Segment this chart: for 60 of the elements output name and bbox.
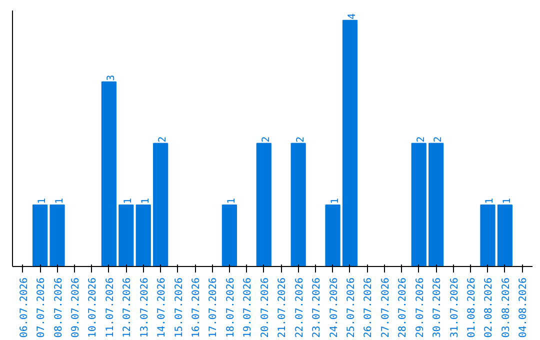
data-label: 1 [37,198,48,204]
data-label: 3 [106,74,117,81]
x-tick-label: 25.07.2026 [346,277,357,338]
data-label: 2 [416,136,427,142]
x-tick-label: 26.07.2026 [363,277,374,338]
data-label: 1 [140,198,152,204]
x-tick-label: 14.07.2026 [156,277,168,338]
bar [256,142,272,266]
bar [480,204,496,266]
data-label: 2 [260,136,272,142]
x-tick-label: 02.08.2026 [484,277,495,338]
x-tick-label: 20.07.2026 [260,277,271,338]
x-tick-label: 01.08.2026 [466,277,478,338]
x-tick-label: 28.07.2026 [398,277,409,338]
bar [118,204,134,266]
x-tick-label: 21.07.2026 [277,277,288,338]
x-tick-label: 22.07.2026 [294,277,306,338]
data-label: 1 [330,198,341,204]
bar [153,142,168,266]
x-tick-label: 23.07.2026 [312,277,323,338]
x-tick-label: 12.07.2026 [122,277,134,338]
x-tick-label: 29.07.2026 [414,277,426,338]
bar [222,204,238,266]
data-label: 4 [346,13,358,20]
x-tick-label: 24.07.2026 [328,277,340,338]
x-tick-label: 18.07.2026 [225,277,236,338]
x-tick-label: 30.07.2026 [432,277,444,338]
x-tick-label: 04.08.2026 [518,277,530,338]
x-tick-label: 07.07.2026 [36,277,48,338]
x-tick-label: 03.08.2026 [500,277,512,338]
bar [101,81,116,266]
bar [411,142,426,266]
bar [290,142,306,266]
x-tick-label: 27.07.2026 [380,277,392,338]
x-tick-label: 08.07.2026 [53,277,64,338]
data-label: 2 [295,136,306,142]
data-label: 1 [484,198,496,204]
data-label: 1 [123,198,134,204]
bar [428,142,444,266]
x-tick-label: 09.07.2026 [70,277,82,338]
bar [136,204,151,266]
x-tick-label: 10.07.2026 [88,277,99,338]
bar [50,204,65,266]
x-tick-label: 19.07.2026 [242,277,254,338]
x-tick-label: 31.07.2026 [449,277,460,338]
data-label: 2 [433,136,444,142]
x-tick-label: 15.07.2026 [174,277,185,338]
x-tick-label: 06.07.2026 [18,277,30,338]
bar [325,204,340,266]
x-tick-label: 11.07.2026 [104,277,116,338]
x-tick-label: 13.07.2026 [139,277,150,338]
data-label: 1 [502,198,513,204]
x-tick-label: 16.07.2026 [191,277,202,338]
data-label: 1 [226,198,238,204]
data-label: 1 [54,198,66,204]
x-tick-label: 17.07.2026 [208,277,220,338]
data-label: 2 [158,136,169,142]
bar [32,204,48,266]
bar [497,204,513,266]
bar [342,20,358,266]
